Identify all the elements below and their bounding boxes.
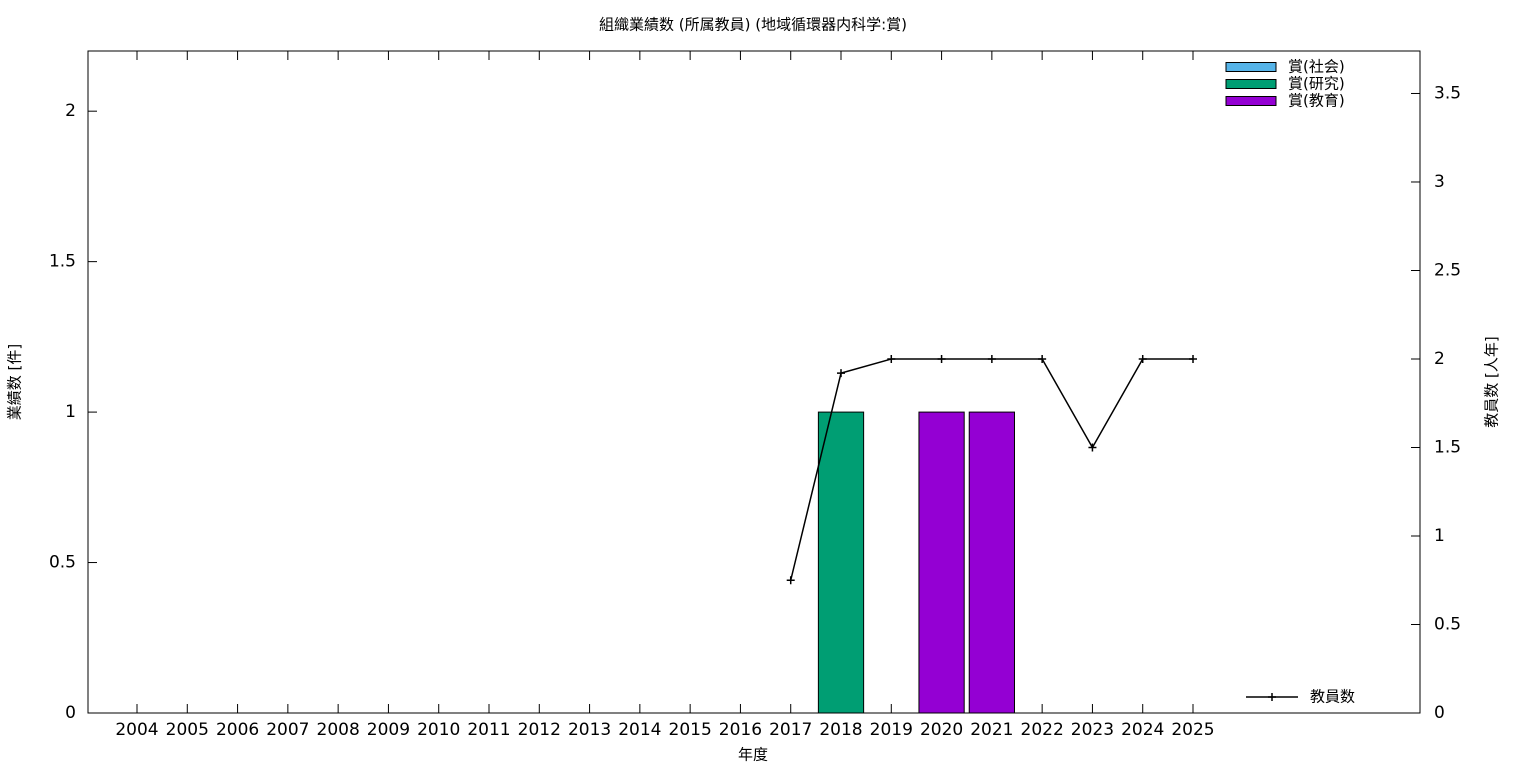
x-tick-label: 2014 [618, 720, 661, 740]
x-tick-label: 2023 [1071, 720, 1114, 740]
x-tick-label: 2006 [216, 720, 259, 740]
x-tick-label: 2019 [870, 720, 913, 740]
y-tick-label: 2 [65, 101, 76, 121]
x-tick-label: 2011 [467, 720, 510, 740]
point [1138, 354, 1147, 363]
chart-title: 組織業績数 (所属教員) (地域循環器内科学:賞) [599, 16, 907, 34]
y2-tick-label: 3 [1434, 172, 1445, 192]
plot-frame [87, 50, 1421, 714]
x-tick-label: 2021 [970, 720, 1013, 740]
y2-tick-label: 2.5 [1434, 260, 1461, 280]
point [987, 354, 996, 363]
x-tick-label: 2008 [317, 720, 360, 740]
x-tick-label: 2013 [568, 720, 611, 740]
y2-axis-label: 教員数 [人年] [1483, 336, 1501, 427]
x-tick-label: 2004 [115, 720, 158, 740]
x-axis-label: 年度 [738, 746, 768, 764]
y2-tick-label: 1 [1434, 526, 1445, 546]
x-tick-label: 2022 [1021, 720, 1064, 740]
x-tick-label: 2012 [518, 720, 561, 740]
x-tick-label: 2020 [920, 720, 963, 740]
point [1088, 443, 1097, 452]
y2-tick-label: 1.5 [1434, 437, 1461, 457]
x-tick-label: 2010 [417, 720, 460, 740]
y2-tick-label: 0.5 [1434, 614, 1461, 634]
point [1189, 354, 1198, 363]
point [887, 354, 896, 363]
x-tick-label: 2017 [769, 720, 812, 740]
y-tick-label: 1 [65, 402, 76, 422]
x-tick-label: 2018 [819, 720, 862, 740]
x-tick-label: 2016 [719, 720, 762, 740]
legend-label: 賞(社会) [1288, 58, 1345, 76]
x-tick-label: 2009 [367, 720, 410, 740]
x-tick-label: 2025 [1171, 720, 1214, 740]
point [837, 369, 846, 378]
legend-marker [1268, 693, 1276, 701]
bar [918, 411, 965, 714]
point [937, 354, 946, 363]
y-tick-label: 1.5 [49, 252, 76, 272]
y-axis-label: 業績数 [件] [6, 344, 24, 420]
legend-label: 教員数 [1310, 688, 1355, 706]
x-tick-label: 2005 [166, 720, 209, 740]
y-tick-label: 0.5 [49, 553, 76, 573]
bar [968, 411, 1015, 714]
x-tick-label: 2015 [669, 720, 712, 740]
legend-label: 賞(研究) [1288, 75, 1345, 93]
y-tick-label: 0 [65, 703, 76, 723]
bar [817, 411, 865, 714]
legend-swatch [1225, 96, 1277, 106]
legend-label: 賞(教育) [1288, 92, 1345, 110]
y2-tick-label: 0 [1434, 703, 1445, 723]
y2-tick-label: 2 [1434, 349, 1445, 369]
point [1038, 354, 1047, 363]
point [786, 576, 795, 585]
x-tick-label: 2024 [1121, 720, 1164, 740]
legend-swatch [1225, 79, 1277, 89]
y2-tick-label: 3.5 [1434, 83, 1461, 103]
legend-swatch [1225, 62, 1277, 72]
x-tick-label: 2007 [266, 720, 309, 740]
